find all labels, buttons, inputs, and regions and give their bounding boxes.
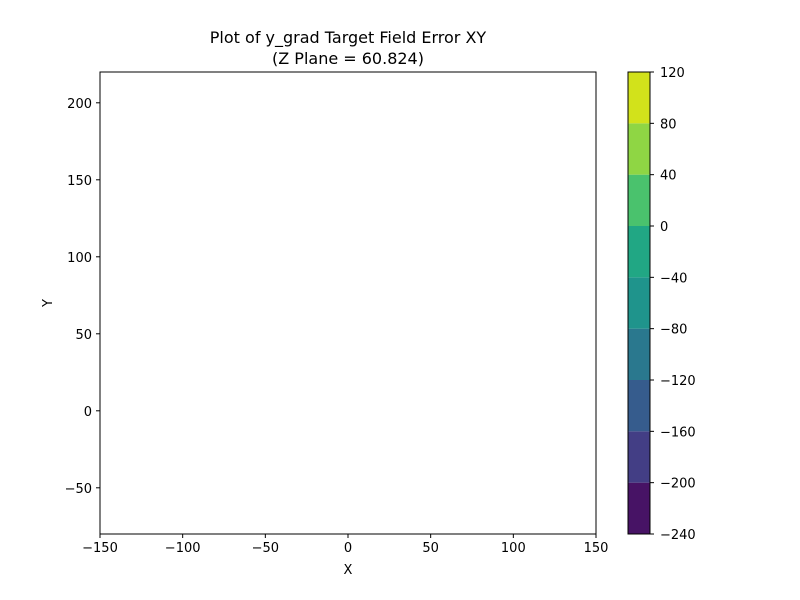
- colorbar-tick-label: −80: [660, 323, 687, 338]
- x-tick-label: 100: [501, 541, 526, 556]
- plot-frame: [99, 71, 597, 535]
- y-axis-label: Y: [41, 299, 56, 308]
- x-tick-label: −150: [82, 541, 118, 556]
- colorbar-band: [628, 482, 650, 534]
- colorbar-tick-label: 80: [660, 117, 677, 132]
- y-tick-label: 0: [84, 405, 92, 420]
- colorbar-tick-label: −120: [660, 374, 696, 389]
- colorbar-tick-label: −200: [660, 477, 696, 492]
- colorbar-band: [628, 380, 650, 432]
- colorbar-tick-label: 0: [660, 220, 668, 235]
- x-tick-label: 50: [422, 541, 439, 556]
- x-tick-label: −100: [165, 541, 201, 556]
- colorbar-band: [628, 277, 650, 329]
- colorbar-tick-label: −240: [660, 528, 696, 543]
- plot-area: [100, 72, 596, 534]
- y-tick-label: 150: [67, 174, 92, 189]
- colorbar-tick-label: 120: [660, 66, 685, 81]
- chart-title-line2: (Z Plane = 60.824): [272, 49, 424, 68]
- y-tick-label: 100: [67, 251, 92, 266]
- y-tick-label: 200: [67, 97, 92, 112]
- y-tick-label: −50: [65, 482, 92, 497]
- x-axis-label: X: [344, 563, 353, 578]
- chart-title-line1: Plot of y_grad Target Field Error XY: [210, 28, 487, 48]
- colorbar: −240 −200 −160 −120 −80 −40 0 40 80 120: [627, 66, 696, 543]
- x-tick-label: 0: [344, 541, 352, 556]
- colorbar-frame: [627, 71, 651, 535]
- x-tick-label: 150: [584, 541, 609, 556]
- colorbar-tick-label: −40: [660, 271, 687, 286]
- x-tick-label: −50: [252, 541, 279, 556]
- colorbar-band: [628, 72, 650, 124]
- colorbar-band: [628, 431, 650, 483]
- y-axis-ticks: −50 0 50 100 150 200: [65, 97, 100, 497]
- colorbar-tick-label: 40: [660, 169, 677, 184]
- colorbar-band: [628, 123, 650, 175]
- colorbar-band: [628, 328, 650, 380]
- x-axis-ticks: −150 −100 −50 0 50 100 150: [82, 534, 608, 556]
- colorbar-band: [628, 226, 650, 278]
- colorbar-tick-label: −160: [660, 425, 696, 440]
- y-tick-label: 50: [75, 328, 92, 343]
- colorbar-band: [628, 174, 650, 226]
